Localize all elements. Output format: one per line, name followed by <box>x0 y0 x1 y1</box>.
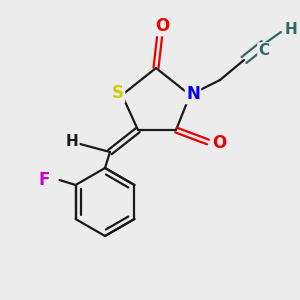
Text: F: F <box>39 171 50 189</box>
Text: H: H <box>285 22 297 38</box>
Text: C: C <box>258 44 270 59</box>
Text: O: O <box>155 17 169 35</box>
Text: H: H <box>66 134 78 149</box>
Text: N: N <box>186 85 200 103</box>
Text: S: S <box>112 84 124 102</box>
Text: O: O <box>212 134 226 152</box>
